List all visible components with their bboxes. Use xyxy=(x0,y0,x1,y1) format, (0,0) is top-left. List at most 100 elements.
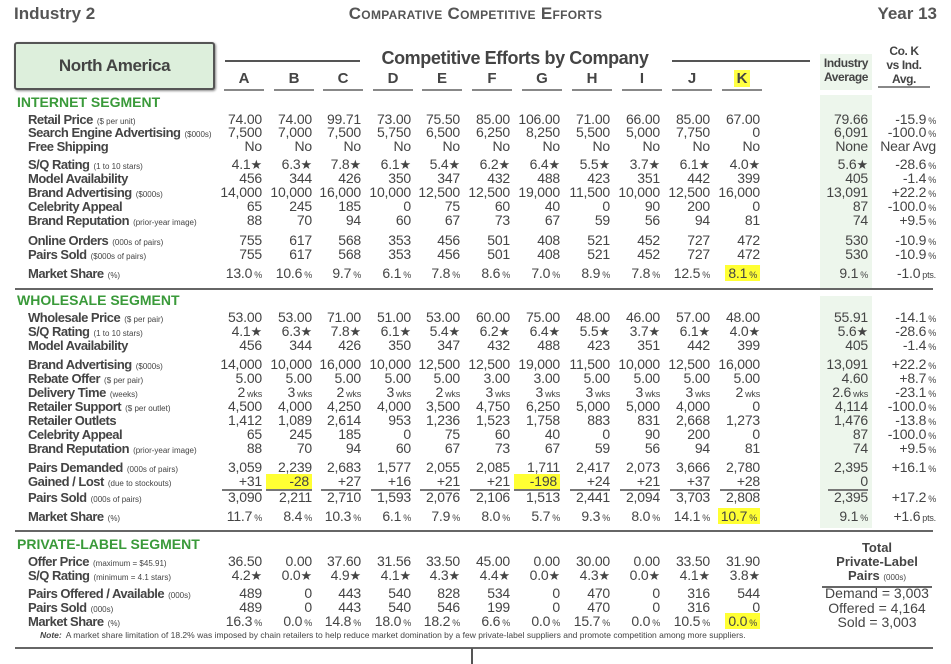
value-wrap: 7.0% xyxy=(531,265,560,281)
cell-c: 7.8★ xyxy=(281,157,362,173)
row-label-unit: ($000s of pairs) xyxy=(90,252,147,261)
row-label: Celebrity Appeal xyxy=(28,199,123,214)
region-selector[interactable]: North America xyxy=(14,42,215,90)
star-icon: ★ xyxy=(748,324,761,339)
cell-unit: % xyxy=(552,270,560,280)
cell-g: 0.0★ xyxy=(480,568,561,584)
cell-unit: % xyxy=(749,618,757,628)
cell-g: No xyxy=(480,139,561,154)
cell-a: +31 xyxy=(182,474,262,491)
star-icon: ★ xyxy=(698,568,711,583)
value-wrap: 67 xyxy=(445,212,460,228)
cell-value: 11.7 xyxy=(226,508,253,524)
value-wrap: 200 xyxy=(687,426,710,442)
cell-value: 530 xyxy=(845,246,868,262)
cell-value: +22.2 xyxy=(891,356,927,372)
star-icon: ★ xyxy=(300,157,313,172)
cell-value: 4,000 xyxy=(675,398,710,414)
value-wrap: 5.00 xyxy=(335,370,362,386)
cell-value: 2,073 xyxy=(625,459,660,475)
cell-g: 1,758 xyxy=(480,413,560,428)
cell-value: 15.7 xyxy=(573,613,601,629)
cell-value: 350 xyxy=(388,170,411,186)
cell-e: 33.50 xyxy=(380,554,460,569)
value-wrap: 4.0★ xyxy=(730,156,761,173)
value-wrap: 521 xyxy=(587,246,610,262)
row-label-unit: (minimum = 4.1 stars) xyxy=(93,573,172,582)
cell-vs-average: -28.6% xyxy=(856,157,936,172)
cell-value: 3 xyxy=(635,384,644,400)
cell-j: 6.1★ xyxy=(630,323,711,340)
cell-value: 4,000 xyxy=(376,398,411,414)
cell-industry-average: 79.66 xyxy=(788,112,868,127)
row-label-unit: ($000s) xyxy=(135,362,163,371)
cell-value: 90 xyxy=(644,198,660,214)
cell-value: 1,476 xyxy=(833,412,868,428)
value-wrap: 5.00 xyxy=(734,370,761,386)
cell-a: No xyxy=(182,139,263,154)
row-label-unit: (%) xyxy=(107,271,121,280)
total-demand: Demand = 3,003 xyxy=(825,585,929,601)
cell-a: 5.00 xyxy=(182,371,263,386)
cell-value: -100.0 xyxy=(887,124,927,140)
row-label-text: Offer Price xyxy=(28,554,89,569)
cell-value: 353 xyxy=(388,246,411,262)
value-wrap: 5,500 xyxy=(576,124,610,140)
cell-vs-average: +8.7% xyxy=(856,371,936,386)
value-wrap: 3 wks xyxy=(636,384,661,400)
value-wrap: 6.1★ xyxy=(680,323,711,340)
cell-value: 56 xyxy=(644,212,660,228)
cell-vs-average: -1.4% xyxy=(856,171,936,186)
cell-value: 3.00 xyxy=(483,370,511,386)
cell-vs-average: -28.6% xyxy=(856,324,936,339)
cell-unit: wks xyxy=(396,389,411,399)
cell-b: 6.3★ xyxy=(232,324,313,340)
cell-value: 316 xyxy=(687,585,710,601)
cell-unit: wks xyxy=(545,389,560,399)
cell-industry-average: 74 xyxy=(788,213,868,228)
cell-value: -28.6 xyxy=(895,323,927,339)
value-wrap: 5.6★ xyxy=(838,156,869,173)
section-divider xyxy=(15,288,933,290)
cell-d: 60 xyxy=(331,441,411,456)
cell-f: 2,085 xyxy=(430,460,510,475)
value-wrap: 2,211 xyxy=(279,489,312,505)
cell-value: 12,500 xyxy=(418,356,460,372)
cell-b: 70 xyxy=(232,213,312,228)
cell-a: 11.7% xyxy=(182,509,262,524)
value-wrap: 0.0★ xyxy=(282,567,313,584)
cell-h: 30.00 xyxy=(530,554,610,569)
value-wrap: 3.00 xyxy=(483,370,511,386)
value-wrap: -28.6% xyxy=(895,323,936,339)
cell-i: 56 xyxy=(580,213,660,228)
cell-g: 0.0% xyxy=(480,614,560,629)
cell-value: 245 xyxy=(289,198,312,214)
cell-d: 6.1% xyxy=(331,266,411,281)
row-label-text: Pairs Sold xyxy=(28,247,87,262)
value-wrap: 0.00 xyxy=(286,553,313,569)
value-wrap: 36.50 xyxy=(228,553,262,569)
value-wrap: 18.2% xyxy=(424,613,460,629)
cell-i: 10,000 xyxy=(580,185,660,200)
cell-industry-average: 9.1% xyxy=(788,509,868,524)
column-header-j: J xyxy=(672,70,712,91)
value-wrap: 88 xyxy=(247,212,262,228)
cell-unit: % xyxy=(652,270,660,280)
cell-f: 6.2★ xyxy=(430,324,511,340)
cell-h: 8.9% xyxy=(530,266,610,281)
row-label-unit: (prior-year image) xyxy=(133,218,197,227)
value-wrap: 831 xyxy=(637,412,660,428)
column-letter: C xyxy=(337,70,349,87)
cell-value: 6.2 xyxy=(479,156,499,172)
row-label-unit: (000s) xyxy=(168,591,191,600)
value-wrap: No xyxy=(743,138,761,154)
cell-a: 13.0% xyxy=(182,266,262,281)
value-wrap: 423 xyxy=(587,337,610,353)
cell-k: No xyxy=(680,138,761,154)
cell-value: +9.5 xyxy=(899,212,927,228)
cell-value: 31.90 xyxy=(725,553,760,569)
cell-value: 399 xyxy=(737,337,760,353)
cell-value: 501 xyxy=(487,246,510,262)
cell-g: 408 xyxy=(480,247,560,262)
cell-d: 4,000 xyxy=(331,399,411,414)
